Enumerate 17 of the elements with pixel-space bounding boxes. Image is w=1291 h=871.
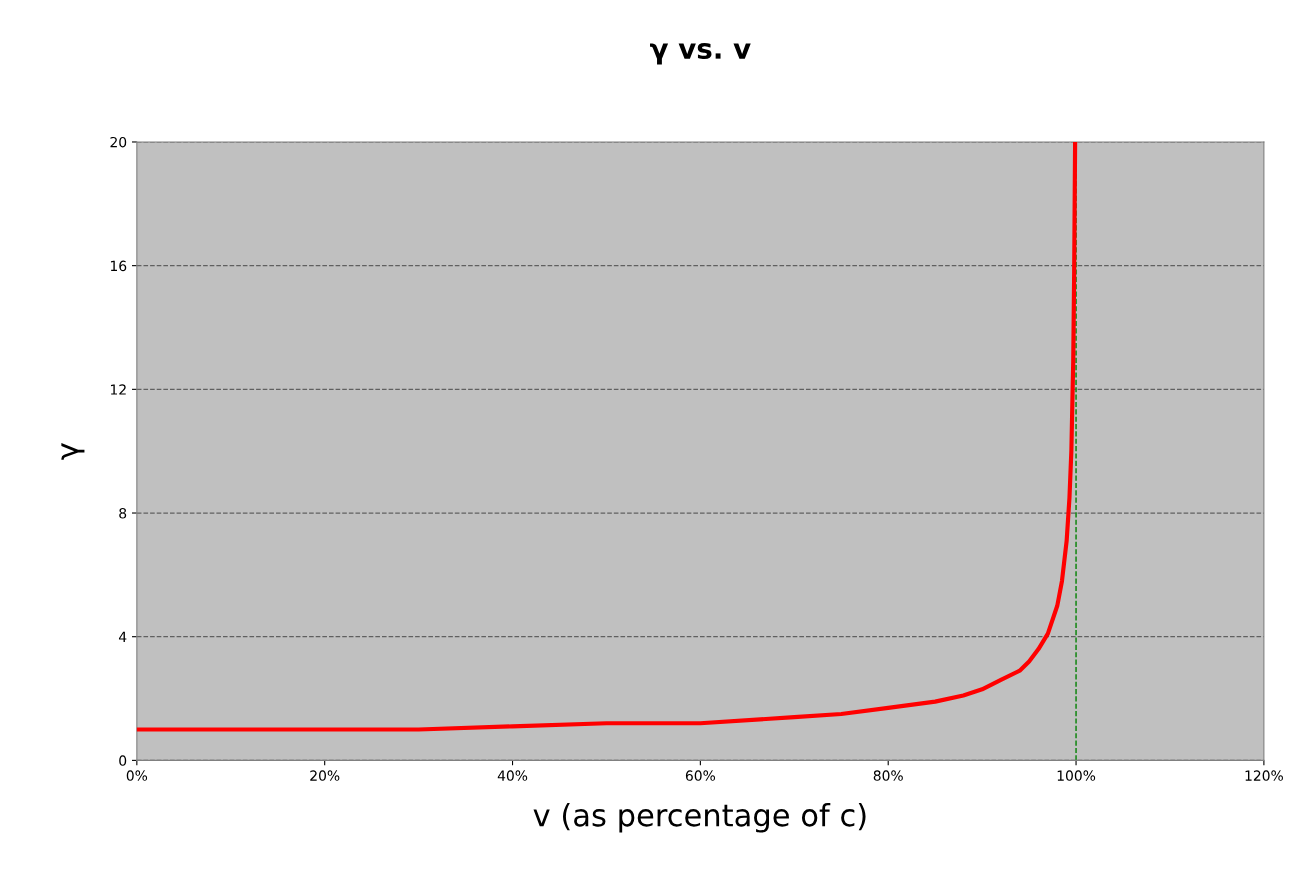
- x-tick-label: 20%: [310, 770, 340, 781]
- x-tick-label: 80%: [873, 770, 903, 781]
- y-tick-label: 8: [119, 507, 127, 519]
- x-axis-title: v (as percentage of c): [533, 802, 866, 833]
- y-tick-label: 16: [110, 260, 127, 272]
- y-axis-title: γ: [61, 443, 85, 460]
- y-tick-label: 4: [118, 631, 127, 642]
- chart-title: γ vs. v: [650, 43, 751, 65]
- x-tick-label: 120%: [1245, 770, 1283, 781]
- x-tick-label: 40%: [497, 770, 528, 781]
- x-tick-label: 0%: [126, 770, 148, 781]
- y-tick-label: 0: [119, 755, 127, 766]
- y-tick-label: 12: [110, 384, 126, 395]
- x-tick-label: 100%: [1057, 770, 1096, 781]
- line-series: [136, 141, 1078, 732]
- y-tick-label: 20: [110, 136, 127, 148]
- x-tick-label: 60%: [685, 770, 716, 781]
